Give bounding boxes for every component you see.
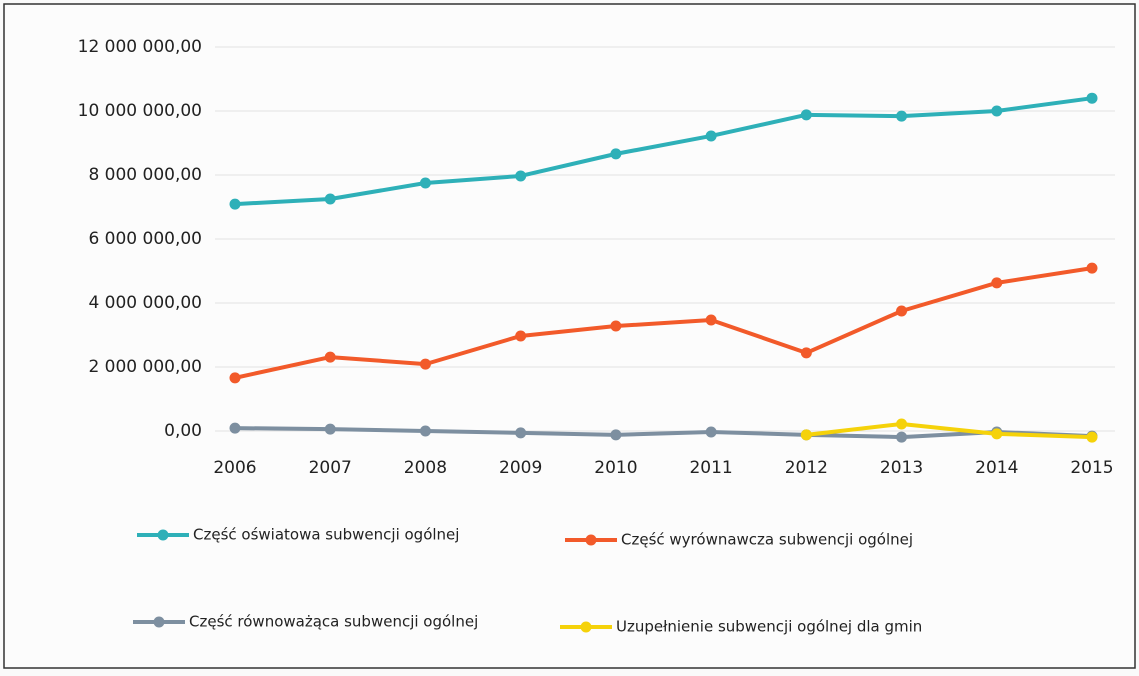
- data-point: [991, 277, 1003, 289]
- x-tick-label: 2014: [975, 458, 1018, 478]
- legend-marker: [157, 529, 169, 541]
- data-point: [419, 425, 431, 437]
- x-tick-label: 2008: [404, 458, 447, 478]
- legend-label: Część równoważąca subwencji ogólnej: [189, 613, 478, 631]
- y-tick-label: 8 000 000,00: [88, 165, 202, 185]
- data-point: [991, 105, 1003, 117]
- data-point: [610, 320, 622, 332]
- series-line: [806, 421, 1093, 440]
- data-point: [800, 109, 812, 121]
- data-point: [324, 423, 336, 435]
- legend-label: Część oświatowa subwencji ogólnej: [193, 526, 459, 544]
- data-point: [896, 431, 908, 443]
- data-point: [419, 358, 431, 370]
- legend-label: Uzupełnienie subwencji ogólnej dla gmin: [616, 618, 922, 636]
- data-point: [991, 428, 1003, 440]
- x-tick-label: 2012: [785, 458, 828, 478]
- data-point: [515, 427, 527, 439]
- x-tick-label: 2006: [213, 458, 256, 478]
- data-point: [229, 422, 241, 434]
- x-tick-label: 2013: [880, 458, 923, 478]
- data-point: [1086, 431, 1098, 443]
- data-point: [705, 130, 717, 142]
- x-tick-label: 2011: [689, 458, 732, 478]
- data-point: [800, 347, 812, 359]
- data-point: [705, 314, 717, 326]
- data-point: [515, 330, 527, 342]
- data-point: [800, 429, 812, 441]
- data-point: [515, 170, 527, 182]
- data-point: [229, 198, 241, 210]
- y-tick-label: 4 000 000,00: [88, 293, 202, 313]
- data-point: [324, 351, 336, 363]
- legend-marker: [153, 616, 165, 628]
- data-point: [324, 193, 336, 205]
- y-tick-label: 0,00: [164, 421, 202, 441]
- series-line: [234, 426, 1093, 440]
- data-point: [896, 305, 908, 317]
- x-tick-label: 2009: [499, 458, 542, 478]
- series-line: [234, 96, 1093, 207]
- x-tick-label: 2007: [309, 458, 352, 478]
- y-tick-label: 12 000 000,00: [78, 37, 202, 57]
- data-point: [229, 372, 241, 384]
- legend-marker: [580, 621, 592, 633]
- data-point: [1086, 92, 1098, 104]
- data-point: [610, 429, 622, 441]
- data-point: [896, 418, 908, 430]
- x-tick-label: 2010: [594, 458, 637, 478]
- data-point: [419, 177, 431, 189]
- series-line: [234, 266, 1093, 380]
- x-tick-label: 2015: [1070, 458, 1113, 478]
- legend-marker: [585, 534, 597, 546]
- y-tick-label: 10 000 000,00: [78, 101, 202, 121]
- y-tick-label: 2 000 000,00: [88, 357, 202, 377]
- data-point: [1086, 262, 1098, 274]
- y-tick-label: 6 000 000,00: [88, 229, 202, 249]
- data-point: [896, 110, 908, 122]
- legend: Część oświatowa subwencji ogólnej Część w…: [133, 526, 922, 636]
- legend-label: Część wyrównawcza subwencji ogólnej: [621, 531, 913, 549]
- data-point: [705, 426, 717, 438]
- data-point: [610, 148, 622, 160]
